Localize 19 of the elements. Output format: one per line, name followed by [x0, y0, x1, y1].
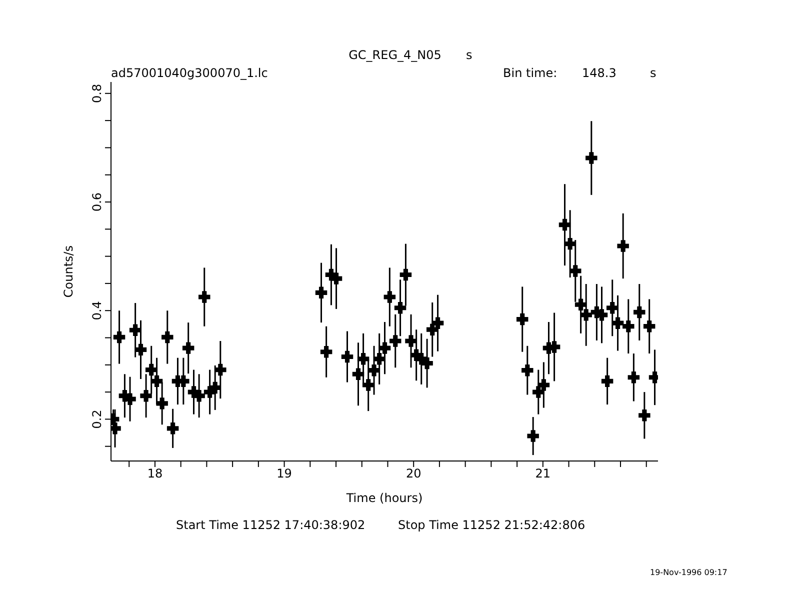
- text: 19-Nov-1996 09:17: [650, 568, 728, 577]
- y-tick-label: 0.6: [90, 192, 104, 212]
- chart-title: GC_REG_4_N05: [348, 48, 442, 62]
- text: s: [466, 48, 472, 62]
- text: s: [650, 66, 656, 80]
- chart-subtitle: ad57001040g300070_1.lc: [111, 66, 268, 80]
- x-tick-label: 18: [147, 466, 163, 481]
- x-axis-title: Time (hours): [345, 491, 423, 505]
- text: Stop Time 11252 21:52:42:806: [398, 518, 586, 532]
- x-tick-label: 21: [535, 466, 551, 481]
- y-tick-label: 0.4: [90, 301, 104, 320]
- text: 148.3: [582, 66, 616, 80]
- text: Bin time:: [503, 66, 558, 80]
- y-tick-label: 0.2: [90, 410, 104, 429]
- x-tick-label: 19: [276, 466, 292, 481]
- y-axis-title: Counts/s: [61, 245, 76, 298]
- y-tick-label: 0.8: [90, 84, 104, 103]
- x-tick-label: 20: [406, 466, 422, 481]
- text: Start Time 11252 17:40:38:902: [176, 518, 366, 532]
